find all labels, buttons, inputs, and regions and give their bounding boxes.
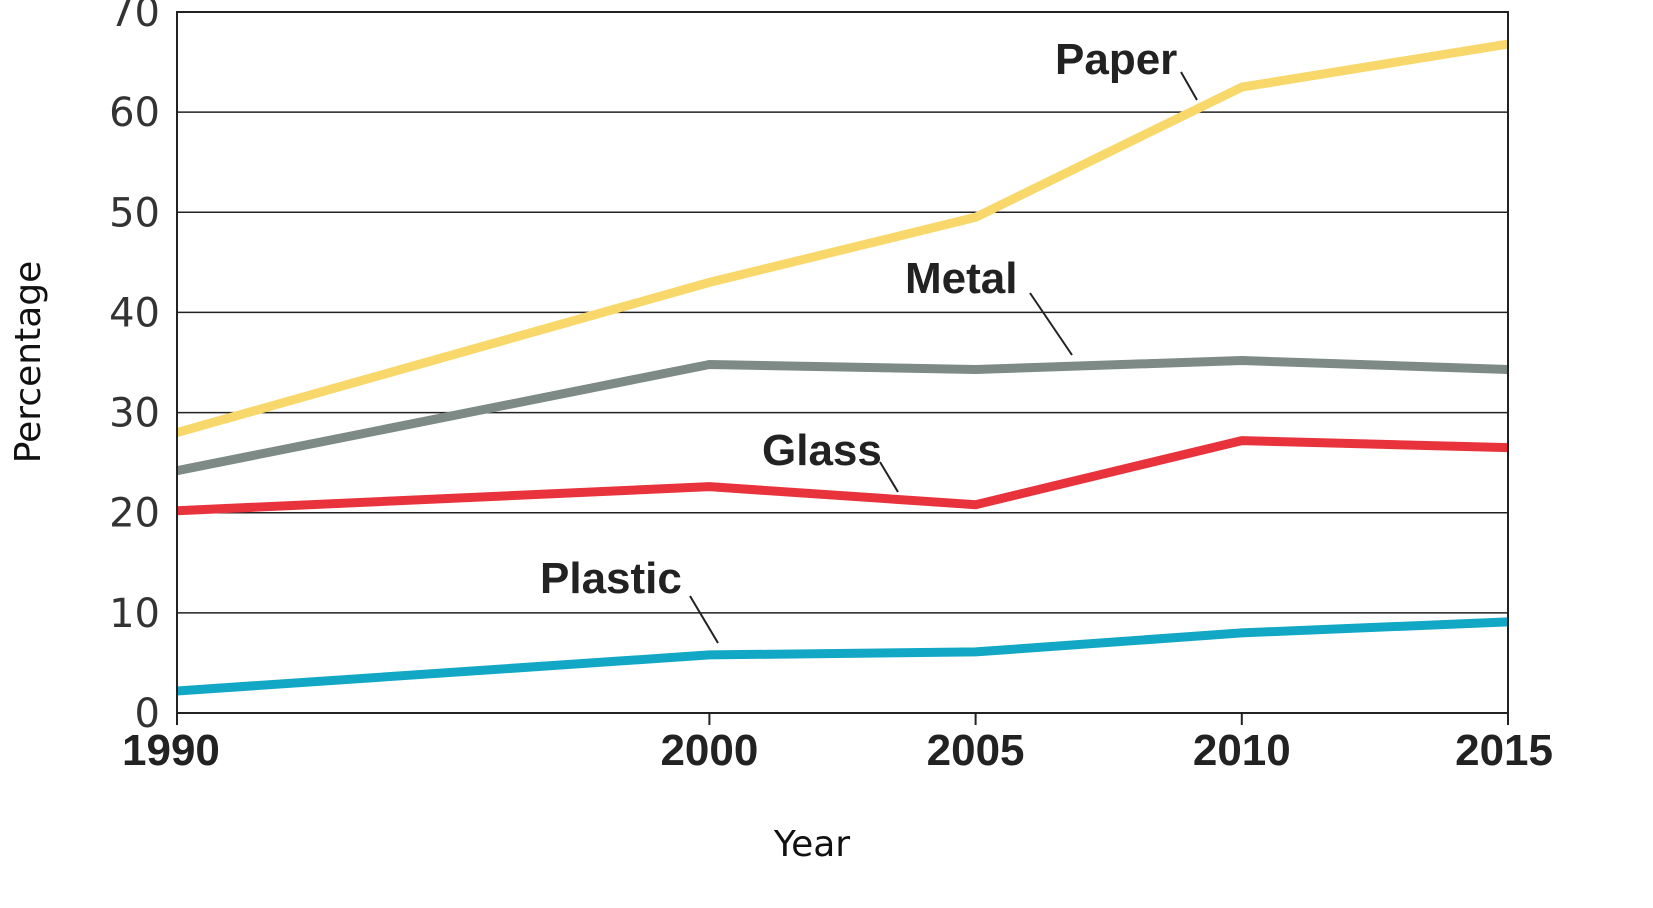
leader-line-paper <box>1180 71 1198 101</box>
y-tick-label: 10 <box>109 591 160 637</box>
leader-line-glass <box>879 461 899 493</box>
y-tick-label: 40 <box>109 290 160 336</box>
series-label-plastic: Plastic <box>540 554 682 603</box>
leader-line-plastic <box>689 595 719 644</box>
series-line-plastic <box>176 617 1509 696</box>
x-tick-label: 2010 <box>1193 726 1291 775</box>
leader-line-metal <box>1029 292 1073 356</box>
x-tick-label: 2005 <box>927 726 1025 775</box>
series-line-glass <box>176 436 1509 516</box>
x-tick-label: 1990 <box>122 726 220 775</box>
y-tick-label: 50 <box>109 190 160 236</box>
series-labels: Paper Metal Glass Plastic <box>540 35 1198 644</box>
y-tick-label: 70 <box>109 0 160 36</box>
x-tick-label: 2000 <box>660 726 758 775</box>
series-label-metal: Metal <box>905 254 1017 303</box>
plot-frame <box>176 11 1509 714</box>
x-axis-ticks: 1990 2000 2005 2010 2015 <box>122 713 1553 775</box>
x-axis-title: Year <box>773 824 850 865</box>
y-tick-label: 20 <box>109 491 160 537</box>
series-line-paper <box>175 39 1509 437</box>
series-label-glass: Glass <box>762 426 882 475</box>
series-lines <box>175 39 1509 696</box>
series-label-paper: Paper <box>1055 35 1177 84</box>
y-tick-label: 60 <box>109 90 160 136</box>
series-line-metal <box>176 355 1509 476</box>
y-axis-ticks: 0 10 20 30 40 50 60 70 <box>109 0 160 737</box>
y-tick-label: 30 <box>109 391 160 437</box>
x-tick-label: 2015 <box>1455 726 1553 775</box>
grid-lines <box>177 111 1508 614</box>
y-tick-label: 0 <box>135 691 160 737</box>
y-axis-title: Percentage <box>8 261 49 464</box>
